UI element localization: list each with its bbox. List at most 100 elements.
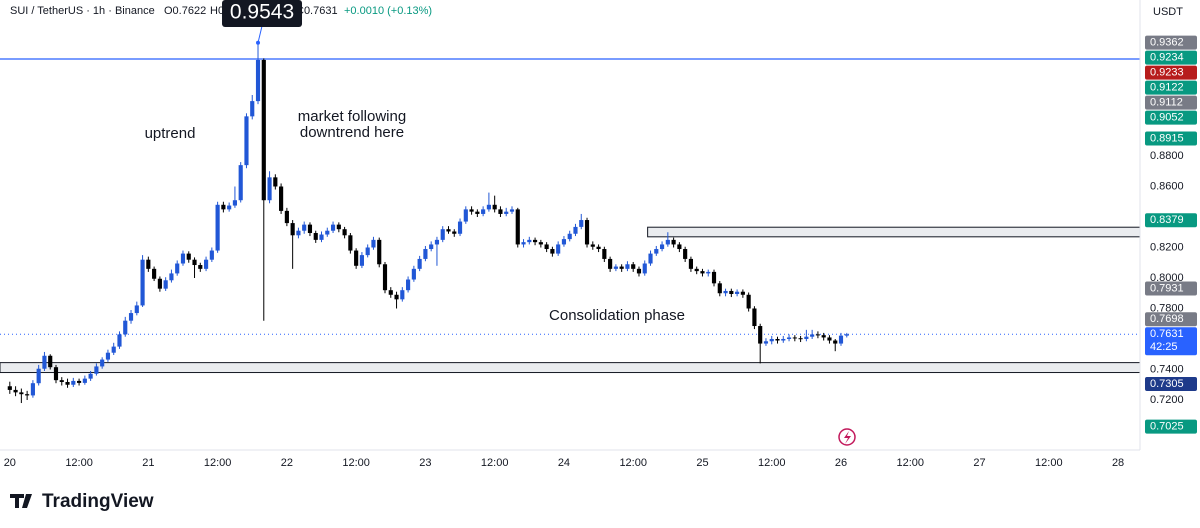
candle-body (521, 242, 526, 245)
candle-body (342, 229, 347, 236)
annotation: downtrend here (300, 124, 404, 141)
candle-body (336, 224, 341, 230)
candle-body (359, 255, 364, 266)
x-tick-label: 27 (973, 457, 985, 469)
candle-body (94, 366, 99, 374)
x-tick-label: 21 (142, 457, 154, 469)
x-tick-label: 12:00 (204, 457, 232, 469)
candle-body (423, 249, 428, 259)
price-badge-label: 0.7305 (1150, 378, 1184, 390)
price-badge-label: 0.9112 (1150, 96, 1183, 108)
candle-body (844, 334, 849, 336)
x-tick-label: 24 (558, 457, 570, 469)
candle-body (538, 242, 543, 245)
candle-body (735, 291, 740, 295)
y-tick-label: 0.8000 (1150, 272, 1184, 284)
tooltip-pointer (257, 25, 263, 43)
price-badge (1145, 50, 1197, 65)
price-badge-label: 0.7931 (1150, 282, 1184, 294)
candle-body (700, 271, 705, 274)
zone (0, 362, 1141, 374)
candle-body (567, 233, 572, 240)
candle-body (128, 313, 134, 321)
candle-body (169, 273, 174, 281)
candle-body (457, 221, 463, 234)
annotation: market following (298, 108, 406, 125)
candle-body (758, 326, 763, 344)
candle-body (804, 336, 809, 339)
candle-body (261, 59, 266, 201)
price-badge-label: 0.7631 (1150, 328, 1184, 340)
price-badge-label: 0.9122 (1150, 81, 1184, 93)
candle-body (82, 378, 87, 383)
candle-body (152, 268, 157, 279)
x-tick-label: 12:00 (619, 457, 647, 469)
candle-body (36, 368, 41, 384)
candle-body (19, 392, 24, 395)
price-badge (1145, 281, 1197, 296)
candle-body (746, 294, 751, 309)
candle-body (561, 239, 567, 245)
candle-body (100, 359, 105, 367)
candle-body (365, 247, 370, 256)
x-tick-label: 23 (419, 457, 431, 469)
candle-body (13, 389, 18, 393)
candle-body (71, 380, 76, 385)
candle-body (723, 290, 728, 294)
candle-body (290, 223, 295, 236)
candle-body (711, 271, 717, 284)
candle-body (636, 268, 642, 274)
candle-body (163, 280, 168, 289)
y-tick-label: 0.7400 (1150, 363, 1184, 375)
candle-body (394, 294, 399, 300)
candle-body (602, 249, 607, 259)
candle-body (833, 340, 838, 344)
price-badge-label: 0.7025 (1150, 421, 1184, 433)
candle-body (25, 394, 30, 396)
candle-body (434, 239, 440, 245)
candle-body (810, 334, 815, 337)
candle-body (498, 209, 503, 214)
candle-body (486, 204, 491, 210)
x-tick-label: 22 (281, 457, 293, 469)
price-badge-label: 0.8915 (1150, 132, 1184, 144)
x-tick-label: 12:00 (758, 457, 786, 469)
price-badge (1145, 80, 1197, 95)
price-badge (1145, 131, 1197, 146)
candle-body (180, 253, 186, 264)
candle-body (683, 249, 688, 259)
brand-name: TradingView (42, 491, 154, 512)
candle-body (313, 233, 318, 240)
candle-body (729, 290, 734, 295)
candle-body (717, 283, 722, 294)
candle-body (492, 204, 497, 210)
icon-circle (838, 428, 856, 446)
annotation: uptrend (145, 125, 196, 142)
candle-body (406, 279, 411, 291)
candle-body (279, 186, 284, 211)
candle-body (307, 224, 313, 234)
candle-body (417, 258, 422, 269)
candle-body (284, 210, 289, 224)
candle-body (354, 250, 359, 266)
candle-body (244, 116, 249, 166)
icon-bolt (844, 431, 851, 444)
candle-body (250, 101, 255, 117)
candle-body (631, 264, 636, 269)
x-tick-label: 12:00 (342, 457, 370, 469)
candle-body (198, 265, 203, 269)
x-tick-label: 26 (835, 457, 847, 469)
x-tick-label: 12:00 (481, 457, 509, 469)
candle-body (325, 230, 330, 235)
candle-body (504, 211, 509, 214)
x-tick-label: 12:00 (897, 457, 925, 469)
candle-body (677, 244, 682, 250)
candle-body (509, 209, 515, 212)
candle-body (775, 338, 780, 341)
candle-body (469, 209, 474, 212)
candle-body (452, 231, 457, 234)
candle-body (238, 165, 243, 201)
y-tick-label: 0.7800 (1150, 302, 1184, 314)
candle-body (665, 239, 670, 245)
